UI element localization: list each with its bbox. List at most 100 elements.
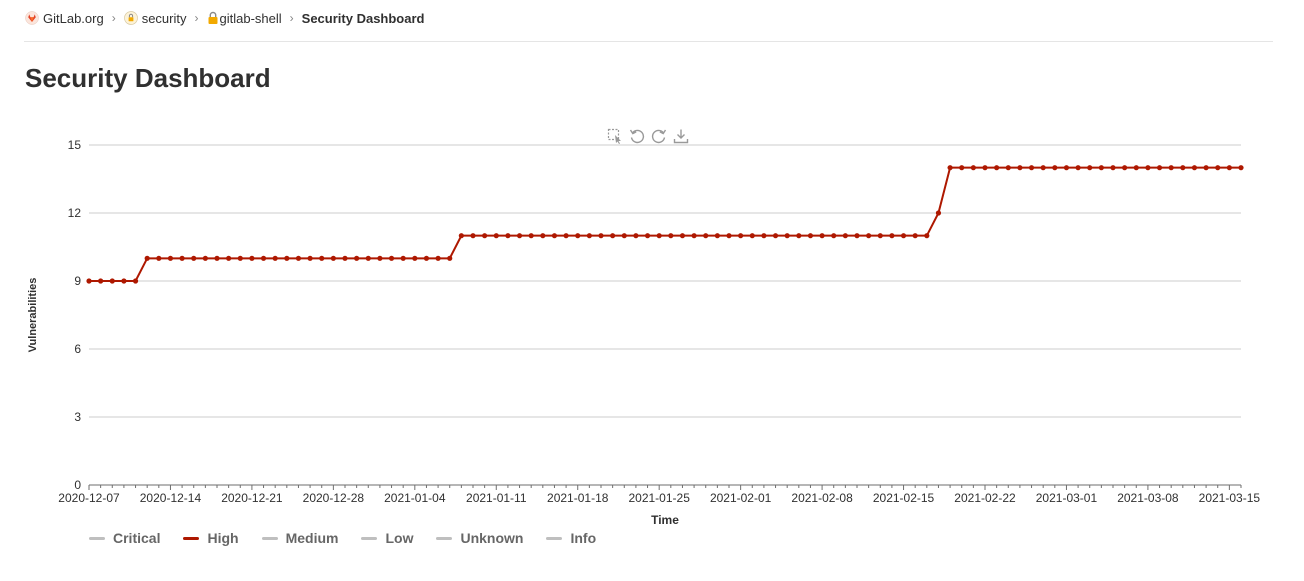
data-point [86, 278, 92, 284]
legend-swatch [436, 536, 453, 540]
data-point [528, 233, 534, 239]
series-line-high [89, 166, 1241, 282]
x-tick-label: 2021-01-25 [628, 491, 690, 505]
data-point [935, 210, 942, 216]
data-point [691, 233, 697, 239]
data-point [505, 233, 511, 239]
breadcrumb: GitLab.org › security › gitlab-shell › S… [25, 8, 424, 28]
data-point [1110, 165, 1116, 171]
data-point [831, 233, 837, 239]
data-point [1122, 165, 1128, 171]
data-point [644, 233, 651, 239]
chart-series [86, 165, 1244, 284]
x-axis-title: Time [651, 513, 679, 527]
data-point [819, 233, 825, 239]
y-tick-label: 0 [74, 478, 81, 492]
y-tick-label: 15 [68, 138, 82, 152]
legend-swatch [261, 536, 278, 540]
breadcrumb-gitlab-org[interactable]: GitLab.org [25, 11, 104, 26]
legend-swatch [546, 536, 563, 540]
data-point [284, 255, 290, 261]
download-icon[interactable] [673, 128, 689, 144]
data-point [226, 255, 232, 261]
legend-swatch [361, 536, 378, 540]
gitlab-tanuki-icon [25, 11, 39, 25]
data-point [167, 255, 174, 261]
data-point [761, 233, 767, 239]
data-point [1040, 165, 1046, 171]
legend-item-unknown[interactable]: Unknown [436, 530, 523, 546]
data-point [807, 233, 814, 239]
legend-label: Medium [285, 530, 339, 546]
x-tick-label: 2021-01-18 [547, 491, 609, 505]
y-tick-label: 12 [68, 206, 82, 220]
data-point [563, 233, 569, 239]
data-point [586, 233, 592, 239]
legend-label: Low [385, 530, 414, 546]
lock-icon [208, 11, 217, 24]
data-point [330, 255, 336, 261]
x-tick-label: 2021-03-15 [1199, 491, 1261, 505]
data-point [98, 278, 104, 284]
data-point [156, 255, 162, 261]
chart-axes: 0 3 6 9 12 15 2020-12-07 2020-12-14 2020-12-21 20… [58, 138, 1260, 505]
data-point [516, 233, 523, 239]
legend-item-low[interactable]: Low [361, 530, 413, 546]
legend-swatch [183, 536, 200, 540]
data-point [249, 255, 255, 261]
legend-label: Unknown [460, 530, 524, 546]
data-point [295, 255, 302, 261]
data-point [714, 233, 720, 239]
data-point [109, 278, 115, 284]
data-point [272, 255, 278, 261]
x-tick-label: 2020-12-14 [140, 491, 202, 505]
legend-label: Critical [113, 530, 161, 546]
data-point [423, 255, 430, 261]
chevron-right-icon: › [289, 11, 294, 25]
data-point [551, 233, 558, 239]
data-point [796, 233, 802, 239]
data-point [1238, 165, 1244, 171]
data-point [1180, 165, 1186, 171]
data-point [912, 233, 918, 239]
restore-icon[interactable] [651, 128, 667, 144]
data-point [400, 255, 406, 261]
data-point [866, 233, 872, 239]
x-tick-label: 2020-12-07 [58, 491, 120, 505]
breadcrumb-security[interactable]: security [123, 11, 187, 26]
x-tick-label: 2021-01-11 [466, 491, 527, 505]
data-point [307, 255, 313, 261]
data-point [1017, 165, 1023, 171]
legend-item-high[interactable]: High [183, 530, 239, 546]
legend-item-critical[interactable]: Critical [89, 530, 160, 546]
data-point [877, 233, 883, 239]
x-tick-label: 2021-01-04 [384, 491, 446, 505]
legend-swatch [89, 536, 105, 540]
data-point [668, 233, 674, 239]
data-point [1087, 165, 1093, 171]
data-point [982, 165, 988, 171]
data-point [377, 255, 383, 261]
data-point [214, 255, 220, 261]
data-point [784, 233, 790, 239]
x-tick-label: 2021-02-15 [873, 491, 935, 505]
data-zoom-icon[interactable] [607, 128, 623, 144]
x-tick-label: 2021-03-08 [1117, 491, 1179, 505]
data-point [1191, 165, 1198, 171]
data-point [842, 233, 848, 239]
data-point [1028, 165, 1035, 171]
data-point [1168, 165, 1174, 171]
x-tick-label: 2021-02-22 [954, 491, 1016, 505]
breadcrumb-gitlab-shell[interactable]: gitlab-shell [207, 11, 282, 26]
data-point [900, 233, 907, 239]
data-point [959, 165, 965, 171]
data-point [365, 255, 371, 261]
data-point [749, 233, 755, 239]
header-divider [24, 41, 1273, 42]
data-point [598, 233, 604, 239]
legend-item-medium[interactable]: Medium [261, 530, 339, 546]
legend-label: High [207, 530, 239, 546]
legend-item-info[interactable]: Info [546, 530, 596, 546]
x-tick-label: 2021-02-08 [791, 491, 853, 505]
zoom-reset-icon[interactable] [629, 128, 645, 144]
